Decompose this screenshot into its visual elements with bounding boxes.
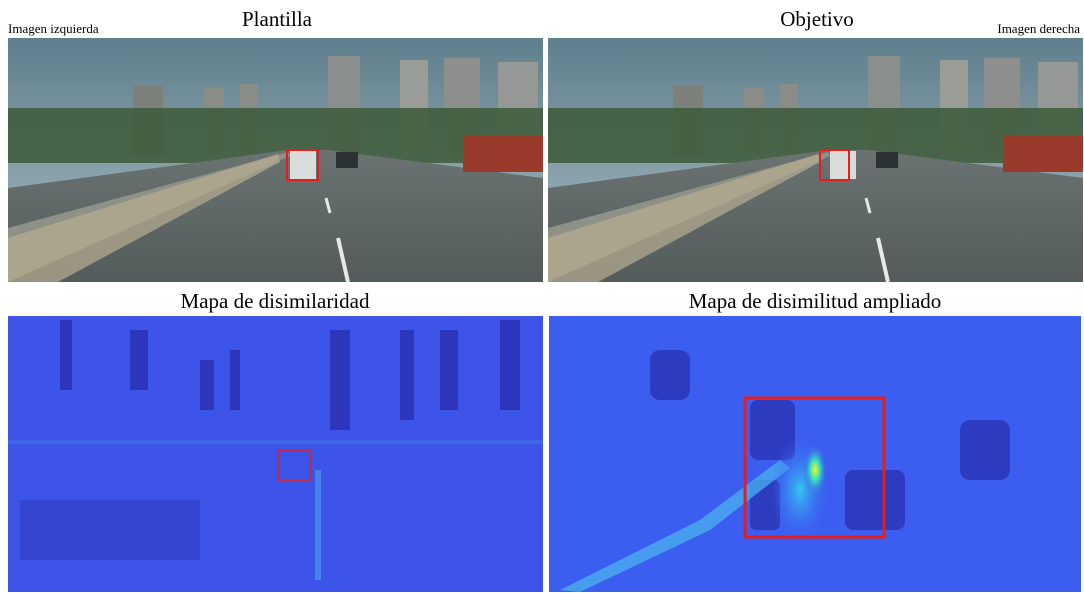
- panel-title: Objetivo: [780, 7, 854, 31]
- panel-target: [548, 38, 1083, 282]
- panel-template: [8, 38, 543, 282]
- panel-title: Plantilla: [242, 7, 313, 31]
- figure: Imagen izquierda Imagen derecha Plantill…: [0, 0, 1084, 593]
- template-image: [8, 38, 543, 282]
- panel-title: Mapa de disimilaridad: [181, 289, 370, 313]
- left-image-label: Imagen izquierda: [8, 21, 99, 36]
- panel-zoomed: [549, 316, 1081, 592]
- panel-title: Mapa de disimilitud ampliado: [689, 289, 942, 313]
- right-image-label: Imagen derecha: [997, 21, 1080, 36]
- zoomed-peak: [803, 444, 827, 496]
- panel-dissimilarity: [8, 316, 543, 592]
- target-image: [548, 38, 1083, 282]
